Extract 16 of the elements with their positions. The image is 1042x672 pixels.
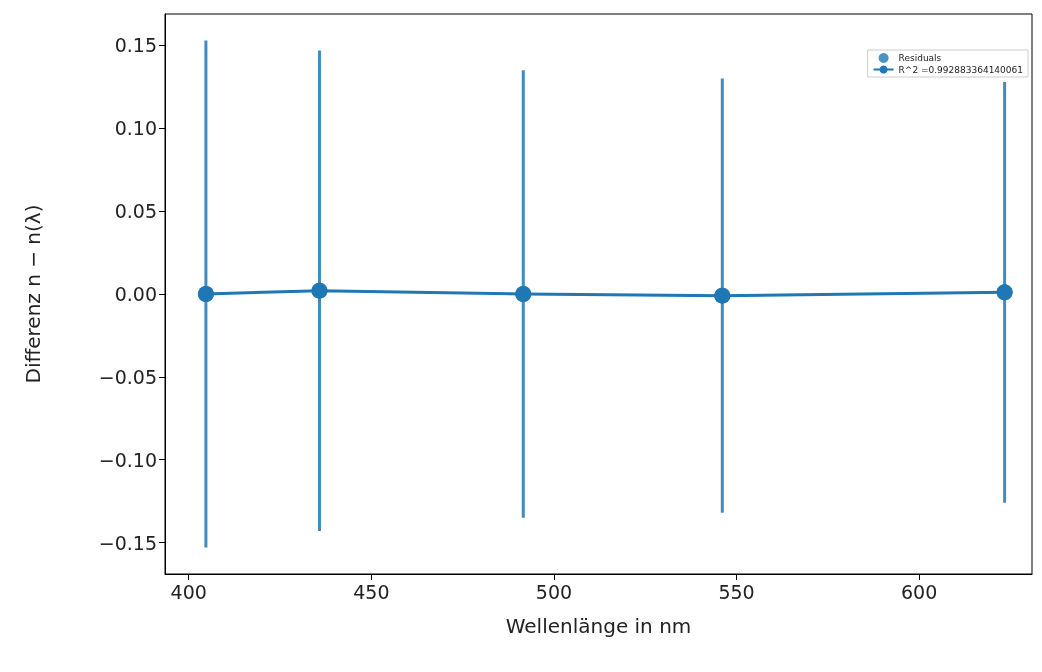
y-tick-label: −0.15	[98, 531, 157, 554]
y-axis-title: Differenz n − n(λ)	[21, 204, 45, 384]
x-tick-label: 400	[170, 580, 207, 603]
x-axis-title: Wellenlänge in nm	[505, 614, 692, 638]
legend-label: R^2 =0.992883364140061	[898, 64, 1024, 75]
x-tick-label: 550	[718, 580, 755, 603]
y-tick-label: 0.15	[114, 34, 157, 57]
y-tick-label: −0.10	[98, 448, 157, 471]
x-tick-label: 600	[901, 580, 938, 603]
legend-label: Residuals	[898, 53, 942, 63]
x-tick-label: 500	[535, 580, 573, 603]
y-tick-label: 0.10	[114, 117, 157, 140]
x-tick-label: 450	[353, 580, 390, 603]
y-tick-label: −0.05	[98, 365, 157, 388]
y-tick-label: 0.00	[114, 283, 157, 305]
y-tick-label: 0.05	[114, 200, 157, 223]
